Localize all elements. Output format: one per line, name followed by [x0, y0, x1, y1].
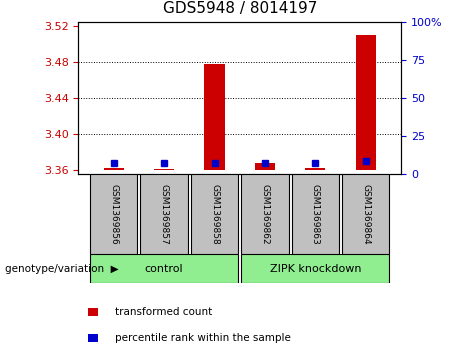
Bar	[154, 169, 174, 170]
Bar	[292, 174, 339, 254]
Bar	[204, 64, 225, 170]
Text: ZIPK knockdown: ZIPK knockdown	[270, 264, 361, 274]
Text: GSM1369862: GSM1369862	[260, 184, 269, 245]
Text: percentile rank within the sample: percentile rank within the sample	[115, 333, 291, 343]
Text: transformed count: transformed count	[115, 307, 213, 317]
Bar	[90, 174, 137, 254]
Bar	[255, 163, 275, 170]
Bar	[241, 174, 289, 254]
Bar	[342, 174, 390, 254]
Text: GSM1369863: GSM1369863	[311, 184, 320, 245]
Bar	[356, 35, 376, 170]
Bar	[191, 174, 238, 254]
Title: GDS5948 / 8014197: GDS5948 / 8014197	[163, 1, 317, 16]
Bar	[90, 254, 238, 283]
Text: genotype/variation  ▶: genotype/variation ▶	[5, 264, 118, 274]
Bar	[104, 168, 124, 170]
Bar	[241, 254, 390, 283]
Text: GSM1369858: GSM1369858	[210, 184, 219, 245]
Text: control: control	[145, 264, 183, 274]
Bar	[305, 168, 325, 170]
Text: GSM1369857: GSM1369857	[160, 184, 169, 245]
Text: GSM1369864: GSM1369864	[361, 184, 370, 245]
Bar	[141, 174, 188, 254]
Text: GSM1369856: GSM1369856	[109, 184, 118, 245]
